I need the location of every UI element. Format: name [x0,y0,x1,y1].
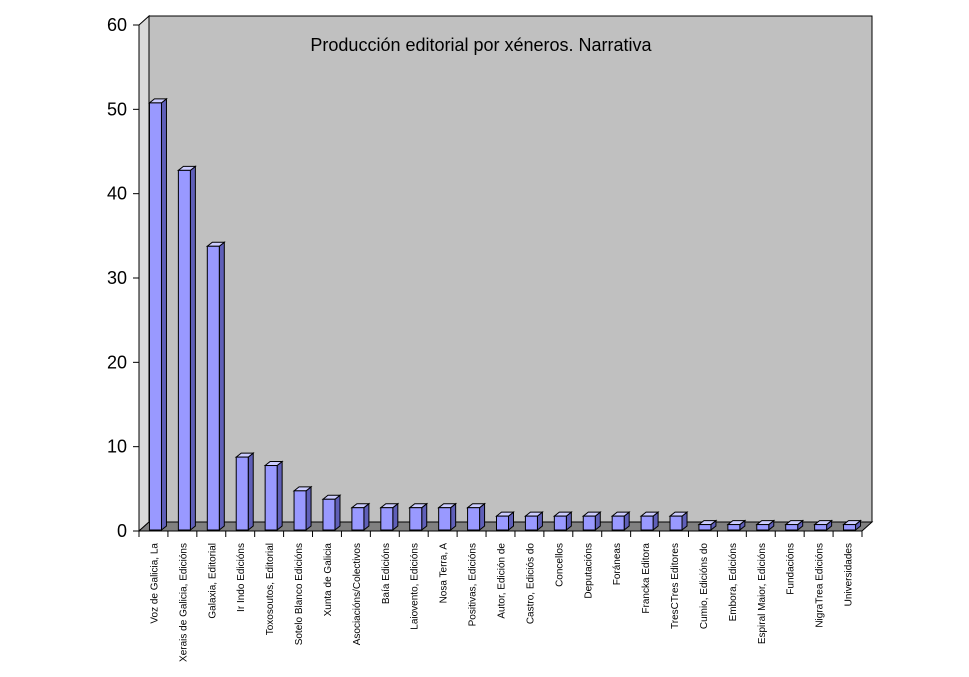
x-category-label: Foráneas [612,543,623,585]
bar-front [206,245,220,531]
bar [495,511,515,532]
bar-side [276,460,283,532]
x-axis: Voz de Galicia, La Xerais de Galicia, Edi… [138,530,863,662]
bar [292,485,313,532]
bar-front [640,515,654,531]
x-category-label: Autor, Edición de [497,543,508,619]
bar [263,460,284,532]
bar-front [409,507,423,531]
bars [148,97,862,532]
x-category-label: Galaxia, Editorial [207,543,218,619]
plot-walls [137,14,874,533]
bar-front [235,456,249,531]
bar [379,502,400,532]
x-category-label: Concellos [554,543,565,587]
chart-title: Producción editorial por xéneros. Narrat… [310,35,652,55]
bar-side [189,165,196,532]
x-category-label: Positivas, Edicións [468,543,479,626]
y-tick-label: 10 [107,437,127,457]
x-category-label: Francka Editora [641,543,652,614]
bar-front [380,507,394,531]
bar-front [438,507,452,531]
bar [148,97,168,532]
bar-front [756,524,770,531]
bar-front [843,524,857,531]
bar [581,511,602,532]
bar [552,511,573,532]
x-category-label: Embora, Edicións [728,543,739,621]
bar [755,519,776,532]
bar-side [247,452,254,532]
bar [176,165,197,532]
bar-front [496,515,509,531]
bar [697,519,718,532]
x-category-label: Deputacións [583,543,594,599]
bar [726,519,747,532]
bar [466,502,487,532]
bar-side [305,485,312,532]
bar [205,241,226,532]
x-category-label: Nosa Terra, A [439,543,450,604]
x-category-label: TresCTres Editores [670,543,681,629]
x-category-label: NigraTrea Edicións [815,543,826,628]
bar-front [582,515,596,531]
x-category-label: Toxosoutos, Editorial [265,543,276,635]
bar [350,502,371,532]
bar-side [334,494,341,532]
back-wall [148,15,873,523]
bar-front [669,515,683,531]
x-category-label: Fundacións [786,543,797,595]
bar-front [524,515,538,531]
y-tick-label: 40 [107,184,127,204]
bar [842,519,862,532]
bar [813,519,834,532]
bar-front [322,498,336,531]
bar [784,519,805,532]
y-tick-label: 60 [107,15,127,35]
x-category-label: Xunta de Galicia [323,543,334,617]
x-category-label: Voz de Galicia, La [149,543,160,624]
x-category-label: Asociacións/Colectivos [352,543,363,645]
bar-front [177,169,191,531]
bar-front [293,490,307,531]
bar-front [785,524,799,531]
x-category-label: Cumio, Edicións do [699,543,710,630]
bar-side [160,97,167,532]
x-category-label: Castro, Ediciós do [525,543,536,625]
bar-front [351,507,365,531]
x-category-label: Sotelo Blanco Edicións [294,543,305,645]
bar [437,502,458,532]
bar-front [553,515,567,531]
bar-front [814,524,828,531]
left-wall [138,14,150,533]
bar [523,511,544,532]
bar-side [218,241,225,532]
x-category-label: Ir Indo Edicións [236,543,247,612]
bar [639,511,660,532]
bar [321,494,342,532]
x-category-label: Laiovento, Edicións [410,543,421,630]
bar-front [467,507,481,531]
bar-front [148,102,162,531]
bar-front [611,515,625,531]
bar-front [727,524,741,531]
bar [234,452,255,532]
y-tick-label: 50 [107,99,127,119]
x-category-label: Espiral Maior, Edicións [757,543,768,644]
x-category-label: Universidades [844,543,855,606]
bar-front [698,524,712,531]
bar [610,511,631,532]
y-tick-label: 30 [107,268,127,288]
x-category-label: Xerais de Galicia, Edicións [178,543,189,662]
y-axis: 0 10 20 30 40 50 60 [107,15,140,541]
bar [668,511,689,532]
x-category-label: Baía Edicións [381,543,392,604]
bar [408,502,429,532]
y-tick-label: 0 [117,521,127,541]
bar-front [264,465,278,531]
y-tick-label: 20 [107,352,127,372]
